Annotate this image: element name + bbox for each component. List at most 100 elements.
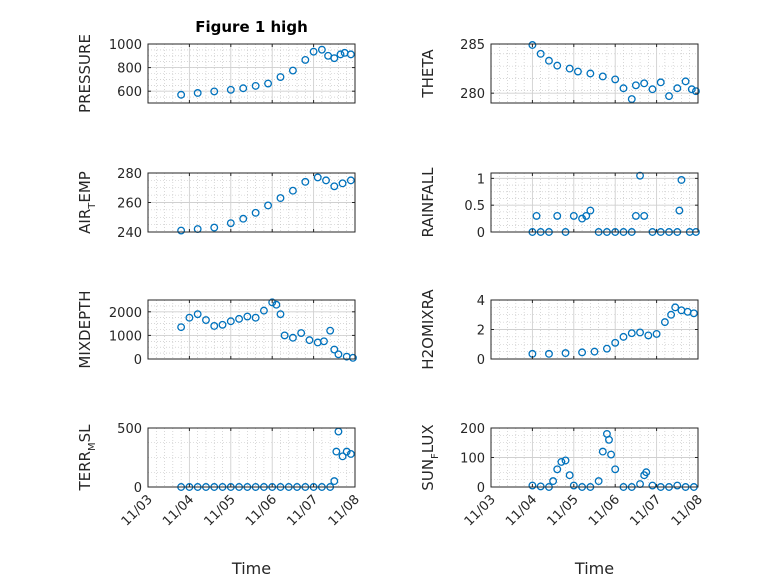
data-point	[667, 310, 676, 319]
data-point	[590, 347, 599, 356]
subplot-6: 0 2 4 H2OMIXRA	[419, 289, 699, 370]
x-tick-label: 11/06	[243, 492, 280, 529]
data-point	[177, 323, 186, 332]
y-tick-label: 2000	[109, 306, 142, 321]
data-point	[553, 211, 562, 220]
data-point	[578, 348, 587, 357]
data-point	[598, 447, 607, 456]
data-point	[185, 313, 194, 322]
y-tick-label: 200	[460, 422, 485, 437]
data-point	[193, 310, 202, 319]
y-axis-label-main: MIXDEPTH	[76, 290, 94, 368]
y-axis-label-subscript: M	[87, 442, 98, 451]
data-point	[288, 333, 297, 342]
data-point	[689, 309, 698, 318]
data-point	[336, 50, 345, 59]
data-point	[671, 303, 680, 312]
y-tick-label: 280	[117, 167, 142, 182]
data-point	[673, 481, 682, 490]
data-point	[243, 312, 252, 321]
data-point	[528, 481, 537, 490]
data-point	[536, 482, 545, 491]
x-axis-label: Time	[574, 559, 614, 578]
data-point	[330, 345, 339, 354]
y-axis-label-subscript: F	[430, 453, 441, 459]
data-point	[532, 211, 541, 220]
y-tick-label: 285	[460, 38, 485, 53]
data-point	[619, 84, 628, 93]
y-axis-label: THETA	[419, 49, 437, 99]
data-point	[656, 78, 665, 87]
data-point	[691, 87, 700, 96]
data-point	[338, 452, 347, 461]
y-axis-label: SUNFLUX	[419, 424, 441, 490]
data-point	[611, 338, 620, 347]
data-point	[627, 95, 636, 104]
plot-area	[148, 44, 355, 103]
y-axis-label: TERRMSL	[76, 424, 98, 492]
data-point	[569, 211, 578, 220]
y-tick-label: 0	[134, 353, 142, 368]
data-point	[545, 349, 553, 358]
data-point	[586, 69, 595, 78]
data-point	[582, 211, 591, 220]
x-tick-label: 11/04	[160, 492, 197, 529]
x-tick-label: 11/06	[586, 492, 623, 529]
data-point	[648, 85, 657, 94]
data-point	[288, 186, 297, 195]
data-point	[660, 318, 669, 327]
axes-box	[147, 427, 356, 488]
data-point	[573, 67, 582, 76]
y-axis-label-main: TERR	[76, 451, 94, 492]
data-point	[330, 182, 339, 191]
y-tick-label: 1	[477, 172, 485, 187]
subplot-2: 280 285 THETA	[419, 38, 700, 104]
y-tick-label: 100	[460, 452, 485, 467]
data-point	[611, 75, 620, 84]
plot-area	[148, 300, 355, 359]
y-tick-label: 0.5	[464, 199, 485, 214]
y-tick-label: 4	[477, 294, 485, 309]
data-point	[528, 41, 537, 49]
data-point	[332, 447, 341, 456]
data-point	[594, 477, 603, 486]
y-tick-label: 0	[477, 226, 485, 241]
data-point	[687, 85, 696, 94]
data-point	[557, 457, 566, 466]
y-tick-label: 500	[117, 422, 142, 437]
data-point	[611, 465, 620, 474]
data-point	[251, 208, 260, 217]
data-point	[607, 450, 616, 459]
data-point	[677, 176, 686, 184]
y-tick-label: 2	[477, 324, 485, 339]
x-tick-label: 11/07	[284, 492, 321, 529]
data-point	[330, 477, 339, 486]
data-point	[251, 81, 260, 90]
data-point	[598, 72, 607, 81]
data-point	[280, 331, 289, 340]
y-axis-label: RAINFALL	[419, 167, 437, 238]
data-point	[681, 77, 690, 86]
data-point	[272, 300, 281, 309]
data-point	[326, 326, 335, 335]
data-point	[549, 477, 558, 486]
data-point	[226, 219, 235, 228]
data-point	[348, 353, 357, 362]
data-point	[239, 214, 248, 223]
data-point	[561, 349, 570, 358]
data-point	[226, 85, 235, 94]
plot-area	[148, 428, 355, 487]
data-point	[317, 45, 326, 54]
y-axis-label-rest: EMP	[76, 171, 94, 202]
x-tick-label: 11/03	[119, 492, 156, 529]
data-point	[177, 90, 186, 99]
y-axis-label-main: H2OMIXRA	[419, 289, 437, 370]
data-point	[288, 66, 297, 75]
data-point	[586, 206, 595, 215]
data-point	[631, 81, 640, 90]
x-axis-label: Time	[231, 559, 271, 578]
y-tick-label: 1000	[109, 38, 142, 53]
y-axis-label-rest: LUX	[419, 424, 437, 453]
y-axis-label-main: THETA	[419, 49, 437, 99]
data-point	[210, 87, 219, 96]
